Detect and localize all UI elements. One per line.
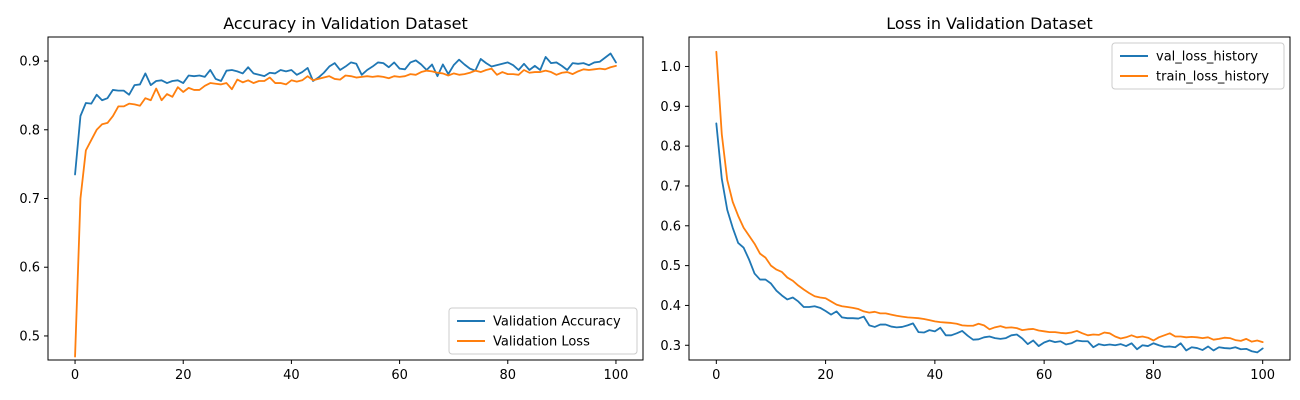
x-tick-label: 40 bbox=[283, 368, 300, 383]
legend-label: train_loss_history bbox=[1156, 70, 1269, 85]
axes-frame bbox=[688, 36, 1291, 361]
legend: Validation Accuracy Validation Loss bbox=[448, 307, 638, 355]
x-tick-label: 100 bbox=[604, 368, 629, 383]
y-tick-label: 0.8 bbox=[19, 123, 40, 138]
y-tick-label: 1.0 bbox=[660, 60, 681, 75]
x-tick-label: 0 bbox=[712, 368, 720, 383]
chart-title: Accuracy in Validation Dataset bbox=[223, 14, 468, 33]
legend: val_loss_history train_loss_history bbox=[1111, 42, 1285, 90]
series-line-validation-loss bbox=[74, 64, 617, 358]
series-line-train-loss-history bbox=[715, 50, 1264, 343]
x-tick-label: 100 bbox=[1250, 368, 1275, 383]
y-tick-label: 0.5 bbox=[660, 259, 681, 274]
legend-label: Validation Accuracy bbox=[493, 315, 621, 330]
legend-label: val_loss_history bbox=[1156, 50, 1258, 65]
chart-title: Loss in Validation Dataset bbox=[886, 14, 1093, 33]
x-tick-label: 60 bbox=[391, 368, 408, 383]
loss-chart: Loss in Validation Dataset 0 20 40 60 80 100 0.… bbox=[660, 14, 1291, 383]
y-tick-label: 0.6 bbox=[660, 219, 681, 234]
y-tick-label: 0.5 bbox=[19, 329, 40, 344]
series-line-val-loss-history bbox=[715, 122, 1264, 354]
x-tick-label: 80 bbox=[1145, 368, 1162, 383]
accuracy-chart: Accuracy in Validation Dataset 0 20 40 60 80 1… bbox=[19, 14, 644, 383]
y-tick-label: 0.7 bbox=[660, 179, 681, 194]
y-tick-label: 0.6 bbox=[19, 261, 40, 276]
y-tick-label: 0.3 bbox=[660, 339, 681, 354]
x-tick-label: 20 bbox=[817, 368, 834, 383]
legend-box bbox=[1111, 42, 1285, 90]
x-tick-label: 20 bbox=[175, 368, 192, 383]
x-tick-label: 40 bbox=[927, 368, 944, 383]
legend-box bbox=[448, 307, 638, 355]
y-tick-label: 0.7 bbox=[19, 192, 40, 207]
series-line-validation-accuracy bbox=[74, 52, 617, 176]
y-tick-label: 0.9 bbox=[19, 55, 40, 70]
y-tick-label: 0.4 bbox=[660, 299, 681, 314]
x-tick-label: 60 bbox=[1036, 368, 1053, 383]
x-tick-label: 0 bbox=[71, 368, 79, 383]
legend-label: Validation Loss bbox=[493, 335, 590, 350]
y-tick-label: 0.9 bbox=[660, 100, 681, 115]
x-tick-label: 80 bbox=[499, 368, 516, 383]
y-tick-label: 0.8 bbox=[660, 140, 681, 155]
